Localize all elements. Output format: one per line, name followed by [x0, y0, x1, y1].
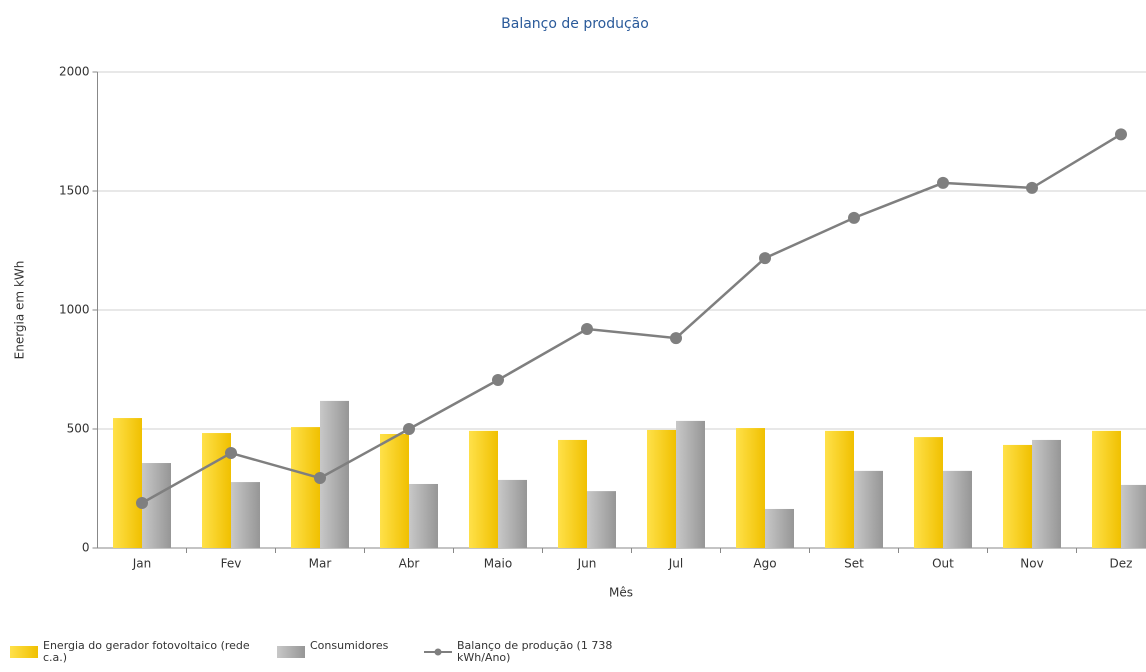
line-point — [492, 373, 504, 386]
line-point — [670, 332, 682, 345]
legend-label: Consumidores — [310, 639, 389, 652]
line — [141, 133, 1122, 505]
line-point — [759, 252, 771, 265]
chart-title: Balanço de produção — [501, 16, 649, 32]
bar — [469, 430, 498, 548]
x-tick-label: Dez — [1110, 557, 1133, 571]
line-point — [403, 423, 415, 435]
line-point — [225, 447, 237, 460]
legend-label: Balanço de produção (1 738 kWh/Ano) — [457, 639, 613, 664]
bar — [587, 491, 616, 548]
bar — [765, 508, 794, 548]
bar — [914, 437, 943, 548]
x-tick-label: Abr — [399, 557, 420, 571]
bar — [676, 420, 705, 548]
x-tick-label: Nov — [1020, 557, 1043, 571]
bar — [409, 483, 438, 548]
bar — [1121, 484, 1146, 548]
x-tick-label: Maio — [484, 557, 512, 571]
bar — [1032, 439, 1061, 548]
x-tick-label: Ago — [753, 557, 776, 571]
y-tick-label: 2000 — [59, 65, 90, 79]
bar — [558, 439, 587, 548]
legend-swatch — [424, 646, 452, 658]
bar — [380, 433, 409, 548]
y-tick-label: 1000 — [59, 303, 90, 317]
x-axis-label: Mês — [609, 586, 633, 600]
x-tick-label: Mar — [309, 557, 332, 571]
y-tick-label: 1500 — [59, 184, 90, 198]
x-tick-label: Out — [932, 557, 954, 571]
y-tick-label: 500 — [67, 422, 90, 436]
line-point — [314, 472, 326, 485]
bar — [113, 418, 142, 548]
x-tick-label: Jan — [132, 557, 152, 571]
legend-item: Energia do gerador fotovoltaico (rede c.… — [10, 640, 263, 664]
legend-item: Balanço de produção (1 738 kWh/Ano) — [424, 640, 657, 664]
line-point — [1115, 128, 1127, 141]
x-tick-label: Fev — [221, 557, 242, 571]
legend-swatch — [277, 646, 305, 658]
legend-swatch — [10, 646, 38, 658]
bar — [854, 470, 883, 548]
x-tick-label: Jul — [668, 557, 683, 571]
y-tick-label: 0 — [82, 541, 90, 555]
bar — [943, 470, 972, 548]
bar — [1003, 444, 1032, 548]
line-point — [1026, 181, 1038, 194]
bar — [647, 429, 676, 548]
legend-item: Consumidores — [277, 640, 410, 664]
legend-label: Energia do gerador fotovoltaico (rede c.… — [43, 639, 250, 664]
bar — [291, 427, 320, 548]
chart: Balanço de produção Mês Energia em kWh 0… — [13, 16, 1146, 600]
y-axis-label: Energia em kWh — [13, 261, 27, 360]
line-point — [136, 497, 148, 510]
x-tick-label: Jun — [577, 557, 597, 571]
bar — [231, 482, 260, 548]
line-point — [937, 176, 949, 189]
x-tick-label: Set — [844, 557, 864, 571]
bar — [1092, 430, 1121, 548]
bar — [736, 428, 765, 548]
bar — [498, 479, 527, 548]
line-point — [581, 323, 593, 336]
legend: Energia do gerador fotovoltaico (rede c.… — [10, 640, 671, 664]
line-point — [848, 211, 860, 224]
bar — [825, 430, 854, 548]
